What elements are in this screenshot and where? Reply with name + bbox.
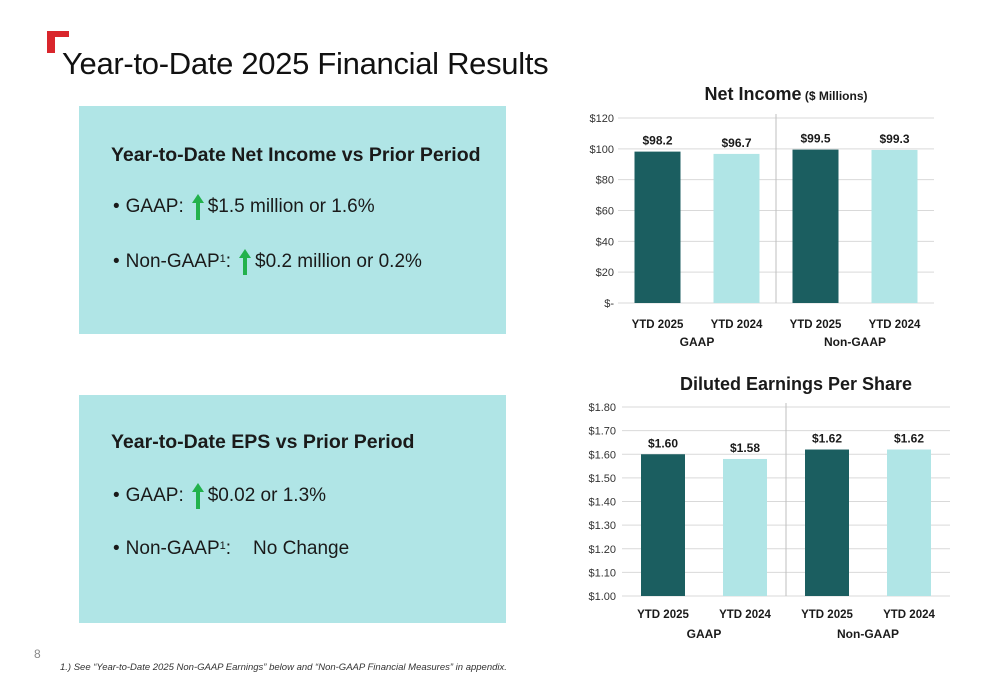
y-tick-label: $120 [590,113,614,125]
y-tick-label: $1.70 [588,426,616,438]
y-tick-label: $1.60 [588,449,616,461]
up-arrow-icon [191,194,204,220]
data-label: $1.60 [648,436,678,450]
category-label: YTD 2025 [637,609,689,621]
page-title: Year-to-Date 2025 Financial Results [62,46,549,81]
y-tick-label: $1.20 [588,544,616,556]
up-arrow-icon [239,249,252,275]
eps-gaap-value: $0.02 or 1.3% [207,485,327,506]
bar [713,153,760,303]
category-label: YTD 2025 [801,609,853,621]
category-label: YTD 2024 [711,319,763,331]
data-label: $96.7 [721,136,751,150]
bar [723,458,767,596]
group-label: GAAP [687,627,722,641]
data-label: $1.62 [812,432,842,446]
category-label: YTD 2024 [869,319,921,331]
up-arrow-icon [191,483,204,509]
bar [805,449,849,596]
eps-gaap-bullet: • GAAP: $0.02 or 1.3% [113,483,326,509]
net-income-chart: Net Income ($ Millions) $- $20 $40 $60 $80 $10… [578,82,968,362]
page-number: 8 [34,647,41,661]
data-label: $99.3 [879,132,909,146]
data-label: $99.5 [800,132,830,146]
net-income-gaap-label: GAAP: [125,196,184,217]
bar [792,149,839,303]
data-label: $98.2 [642,134,672,148]
eps-nongaap-bullet: • Non-GAAP 1: No Change [113,538,350,559]
y-tick-label: $100 [590,144,614,156]
y-tick-label: $80 [596,175,614,187]
chart-title: Net Income ($ Millions) [704,84,867,104]
net-income-nongaap-bullet: • Non-GAAP 1: $0.2 million or 0.2% [113,249,422,275]
y-tick-label: $1.30 [588,520,616,532]
footnote-marker: 1 [219,540,226,552]
chart-title-text: Net Income [704,84,801,104]
net-income-gaap-value: $1.5 million or 1.6% [207,196,375,217]
net-income-chart-svg: Net Income ($ Millions) $- $20 $40 $60 $80 $10… [590,84,934,349]
eps-nongaap-value: No Change [253,538,350,559]
y-tick-label: $1.40 [588,497,616,509]
eps-chart: Diluted Earnings Per Share $1.00 $1.10 $1.2… [578,370,968,650]
y-tick-label: $- [604,298,614,310]
y-tick-label: $1.00 [588,591,616,603]
footnote-marker: 1 [219,253,226,265]
group-label: Non-GAAP [837,627,899,641]
category-label: YTD 2024 [883,609,935,621]
chart-subtitle: ($ Millions) [802,89,868,103]
data-label: $1.62 [894,432,924,446]
net-income-nongaap-value: $0.2 million or 0.2% [255,251,422,272]
chart-title-text: Diluted Earnings Per Share [680,374,912,394]
category-label: YTD 2025 [632,319,684,331]
y-tick-label: $60 [596,206,614,218]
eps-gaap-label: GAAP: [125,485,184,506]
group-label: Non-GAAP [824,335,886,349]
net-income-nongaap-label: Non-GAAP [125,251,220,272]
bar [871,149,918,303]
corner-accent-icon [47,31,69,53]
category-label: YTD 2024 [719,609,771,621]
y-tick-label: $20 [596,267,614,279]
eps-summary-panel: Year-to-Date EPS vs Prior Period • GAAP:… [79,395,506,623]
net-income-gaap-bullet: • GAAP: $1.5 million or 1.6% [113,194,375,220]
eps-panel-heading: Year-to-Date EPS vs Prior Period [111,431,415,453]
net-income-summary-panel: Year-to-Date Net Income vs Prior Period … [79,106,506,334]
bar [634,151,681,303]
bar [641,454,685,596]
chart-title: Diluted Earnings Per Share [680,374,912,394]
y-tick-label: $1.50 [588,473,616,485]
y-tick-label: $40 [596,236,614,248]
bar [887,449,931,596]
y-tick-label: $1.80 [588,402,616,414]
data-label: $1.58 [730,441,760,455]
net-income-panel-heading: Year-to-Date Net Income vs Prior Period [111,144,481,166]
y-tick-label: $1.10 [588,567,616,579]
group-label: GAAP [680,335,715,349]
footnote: 1.) See “Year-to-Date 2025 Non-GAAP Earn… [60,662,507,673]
category-label: YTD 2025 [790,319,842,331]
eps-nongaap-label: Non-GAAP [125,538,220,559]
eps-chart-svg: Diluted Earnings Per Share $1.00 $1.10 $1.2… [588,374,950,641]
